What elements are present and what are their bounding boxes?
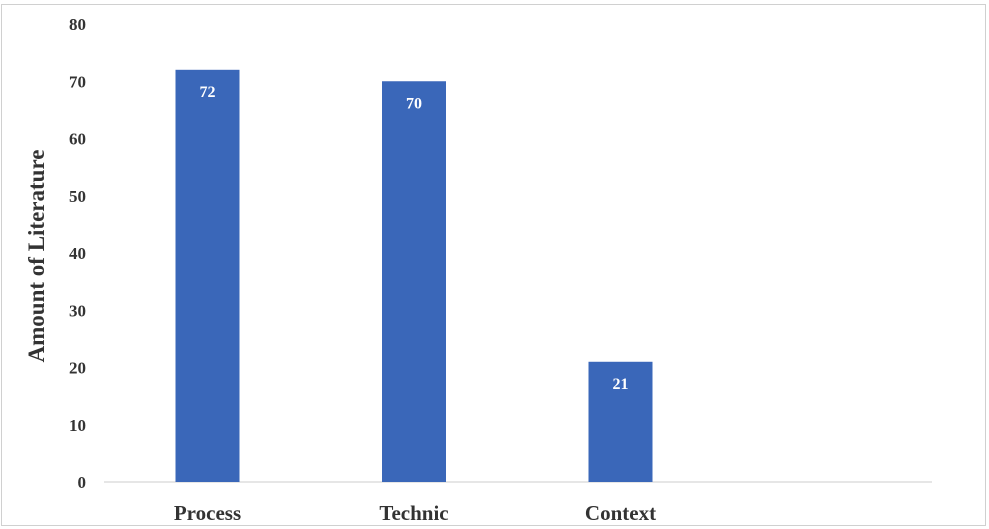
x-axis-tick-labels: Process Technic Context bbox=[174, 501, 656, 525]
bar-context bbox=[588, 361, 653, 482]
data-label-context: 21 bbox=[613, 376, 629, 393]
y-tick-label: 20 bbox=[69, 359, 86, 378]
data-labels: 72 70 21 bbox=[200, 84, 629, 393]
y-tick-label: 70 bbox=[69, 72, 86, 91]
y-tick-label: 80 bbox=[69, 15, 86, 34]
y-tick-label: 10 bbox=[69, 416, 86, 435]
bar-technic bbox=[382, 81, 446, 482]
x-tick-label-process: Process bbox=[174, 501, 241, 525]
y-tick-label: 40 bbox=[69, 244, 86, 263]
data-label-process: 72 bbox=[200, 84, 216, 101]
chart-frame bbox=[1, 4, 986, 526]
x-tick-label-context: Context bbox=[585, 501, 656, 525]
bar-process bbox=[175, 69, 240, 483]
y-tick-label: 60 bbox=[69, 130, 86, 149]
y-tick-label: 30 bbox=[69, 301, 86, 320]
y-axis-title: Amount of Literature bbox=[24, 150, 49, 363]
data-label-technic: 70 bbox=[406, 95, 422, 112]
y-axis-tick-labels: 0 10 20 30 40 50 60 70 80 bbox=[69, 15, 86, 492]
y-tick-label: 0 bbox=[78, 473, 87, 492]
y-tick-label: 50 bbox=[69, 187, 86, 206]
bars bbox=[175, 69, 653, 483]
x-tick-label-technic: Technic bbox=[379, 501, 448, 525]
